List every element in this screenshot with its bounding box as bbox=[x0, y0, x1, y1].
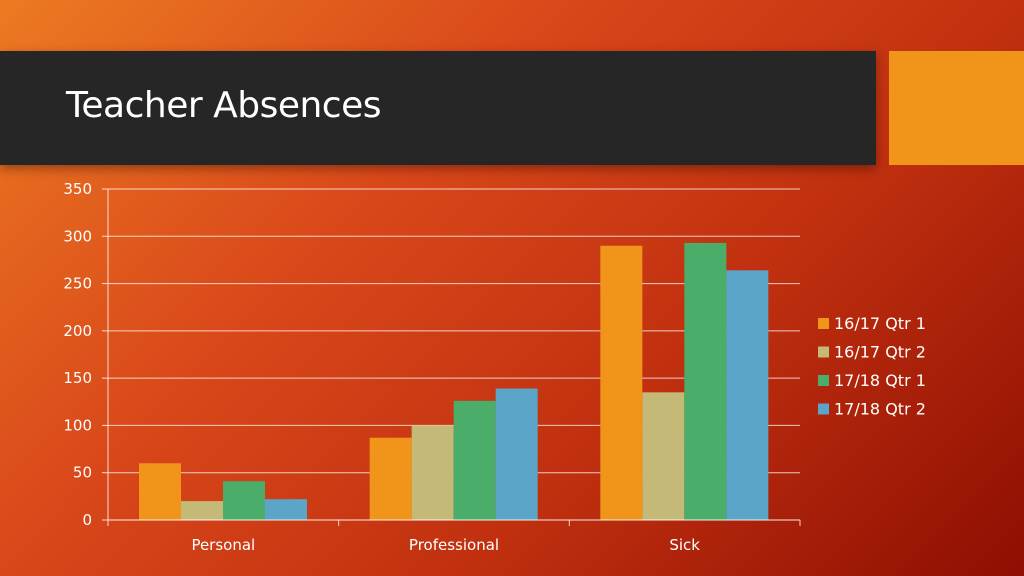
y-tick-label: 350 bbox=[63, 180, 92, 198]
bar-personal-series-4 bbox=[265, 499, 307, 520]
y-tick-label: 100 bbox=[63, 416, 92, 434]
legend: 16/17 Qtr 1 16/17 Qtr 2 17/18 Qtr 1 17/18 Q… bbox=[818, 314, 926, 419]
legend-swatch bbox=[818, 375, 829, 386]
legend-label: 17/18 Qtr 2 bbox=[834, 400, 926, 419]
bar-sick-series-3 bbox=[684, 242, 727, 521]
bar-sick-series-1 bbox=[600, 245, 643, 520]
y-tick-label: 50 bbox=[73, 464, 92, 482]
x-tick-label: Sick bbox=[669, 536, 700, 554]
legend-label: 16/17 Qtr 1 bbox=[834, 314, 926, 333]
slide-title: Teacher Absences bbox=[66, 85, 381, 126]
bar-personal-series-3 bbox=[223, 481, 265, 520]
bar-personal-series-1 bbox=[139, 463, 181, 520]
bar-professional-series-4 bbox=[495, 388, 538, 520]
bar-professional-series-2 bbox=[411, 425, 454, 520]
bars bbox=[139, 242, 769, 521]
bar-professional-series-1 bbox=[369, 437, 412, 520]
axes: 0 50 100 150 200 250 300 350 Personal Professiona… bbox=[63, 180, 801, 554]
x-tick-label: Professional bbox=[409, 536, 499, 554]
title-bar bbox=[0, 51, 876, 165]
y-tick-label: 300 bbox=[63, 227, 92, 245]
y-tick-label: 150 bbox=[63, 369, 92, 387]
legend-label: 16/17 Qtr 2 bbox=[834, 343, 926, 362]
y-tick-label: 200 bbox=[63, 322, 92, 340]
bar-personal-series-2 bbox=[181, 501, 223, 520]
bar-sick-series-2 bbox=[642, 392, 685, 520]
legend-swatch bbox=[818, 318, 829, 329]
bar-sick-series-4 bbox=[726, 270, 769, 520]
legend-label: 17/18 Qtr 1 bbox=[834, 371, 926, 390]
y-tick-label: 0 bbox=[82, 511, 92, 529]
accent-block bbox=[889, 51, 1024, 165]
y-tick-label: 250 bbox=[63, 275, 92, 293]
legend-swatch bbox=[818, 346, 829, 358]
legend-swatch bbox=[818, 403, 829, 415]
x-tick-label: Personal bbox=[191, 536, 255, 554]
bar-professional-series-3 bbox=[453, 400, 496, 520]
